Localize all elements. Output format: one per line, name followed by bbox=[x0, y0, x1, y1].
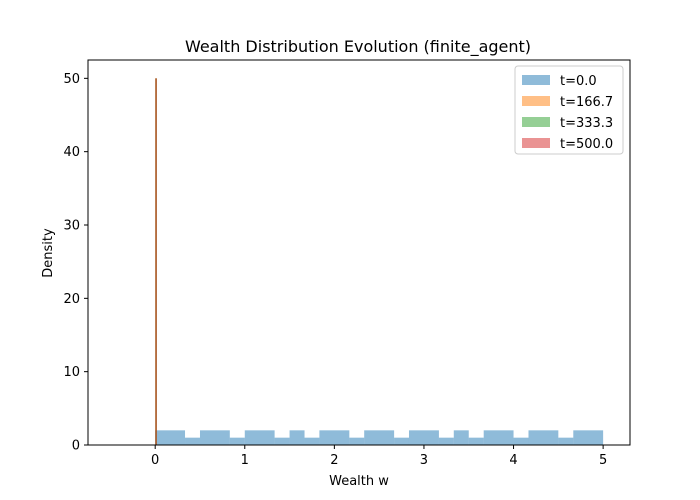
plot-frame bbox=[87, 59, 631, 446]
bar-t-0-0-11 bbox=[394, 437, 409, 445]
x-tick-label: 1 bbox=[241, 453, 249, 468]
bar-t-0-0-5 bbox=[274, 437, 290, 445]
legend-label: t=166.7 bbox=[560, 95, 613, 110]
x-tick-label: 5 bbox=[599, 453, 607, 468]
legend-label: t=333.3 bbox=[560, 116, 613, 131]
chart-title: Wealth Distribution Evolution (finite_ag… bbox=[185, 37, 531, 57]
bar-t-0-0-1 bbox=[185, 437, 200, 445]
y-tick-label: 50 bbox=[63, 72, 80, 87]
bar-t-0-0-8 bbox=[319, 430, 350, 445]
bar-t-0-0-15 bbox=[468, 437, 484, 445]
bar-t-0-0-13 bbox=[438, 437, 454, 445]
y-tick-label: 40 bbox=[63, 145, 80, 160]
bar-t-0-0-16 bbox=[483, 430, 514, 445]
x-tick-label: 3 bbox=[420, 453, 428, 468]
bar-t-0-0-9 bbox=[349, 437, 365, 445]
x-axis-label: Wealth w bbox=[329, 474, 389, 489]
legend-swatch bbox=[522, 138, 550, 148]
bar-t-0-0-0 bbox=[155, 430, 186, 445]
y-axis-ticks: 0 10 20 30 40 50 bbox=[63, 72, 88, 454]
bar-t-0-0-7 bbox=[304, 437, 320, 445]
bar-t-500-0-0 bbox=[155, 78, 157, 445]
bar-t-0-0-12 bbox=[408, 430, 439, 445]
y-tick-label: 0 bbox=[72, 439, 80, 454]
legend-swatch bbox=[522, 117, 550, 127]
bar-t-0-0-2 bbox=[199, 430, 230, 445]
x-axis-ticks: 0 1 2 3 4 5 bbox=[151, 445, 607, 468]
bar-t-0-0-18 bbox=[528, 430, 559, 445]
legend-label: t=0.0 bbox=[560, 74, 597, 89]
bar-t-0-0-3 bbox=[229, 437, 245, 445]
bar-t-0-0-4 bbox=[244, 430, 275, 445]
bar-t-0-0-19 bbox=[558, 437, 574, 445]
plot-bars bbox=[155, 78, 604, 445]
x-tick-label: 0 bbox=[151, 453, 159, 468]
bar-t-0-0-6 bbox=[289, 430, 305, 445]
bar-t-0-0-10 bbox=[364, 430, 395, 445]
bar-t-0-0-20 bbox=[573, 430, 604, 445]
x-tick-label: 2 bbox=[330, 453, 338, 468]
legend: t=0.0 t=166.7 t=333.3 t=500.0 bbox=[514, 65, 624, 155]
x-tick-label: 4 bbox=[509, 453, 517, 468]
y-tick-label: 10 bbox=[63, 365, 80, 380]
y-tick-label: 30 bbox=[63, 219, 80, 234]
legend-swatch bbox=[522, 96, 550, 106]
y-tick-label: 20 bbox=[63, 292, 80, 307]
legend-swatch bbox=[522, 75, 550, 85]
bar-t-0-0-14 bbox=[453, 430, 469, 445]
y-axis-label: Density bbox=[41, 228, 56, 278]
legend-label: t=500.0 bbox=[560, 137, 613, 152]
legend-box bbox=[514, 65, 624, 155]
bar-t-0-0-17 bbox=[513, 437, 529, 445]
